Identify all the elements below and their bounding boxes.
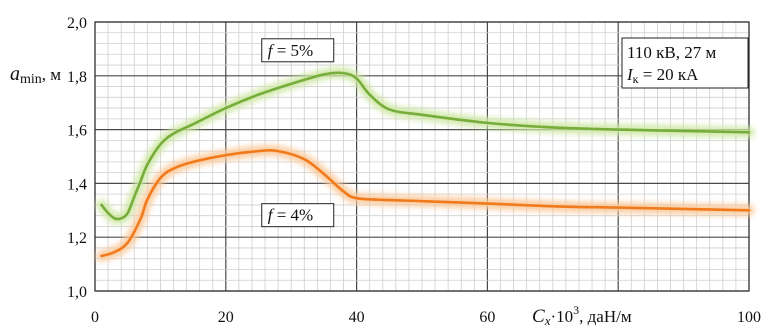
y-tick-label: 1,0	[67, 284, 87, 301]
x-axis-label-bg	[528, 304, 726, 326]
series-line-0	[100, 71, 751, 221]
y-tick-label: 1,4	[67, 176, 87, 193]
x-tick-label: 40	[349, 309, 365, 326]
y-tick-label: 1,2	[67, 230, 87, 247]
series-label-text: f = 4%	[268, 206, 313, 225]
annotations: f = 5% f = 4%	[261, 38, 335, 228]
series-label-frame	[261, 203, 335, 228]
series-label-0: f = 5%	[261, 38, 335, 63]
series-line-1	[100, 149, 751, 258]
y-axis-label: amin, м	[10, 63, 61, 87]
series-label-frame	[261, 38, 335, 63]
x-tick-label: 0	[91, 309, 99, 326]
x-tick-label: 20	[218, 309, 234, 326]
series-label-text: f = 5%	[268, 41, 313, 60]
y-tick-label: 1,8	[67, 69, 87, 86]
y-tick-label: 2,0	[67, 15, 87, 32]
info-box-line-1: 110 кВ, 27 м	[627, 43, 716, 62]
x-tick-label: 100	[737, 309, 761, 326]
series-layer	[96, 67, 755, 262]
series-label-1: f = 4%	[261, 203, 335, 228]
info-box: 110 кВ, 27 м Iк = 20 кА	[621, 37, 749, 89]
plot-frame	[94, 21, 750, 292]
y-tick-label: 1,6	[67, 123, 87, 140]
info-box-line-2: Iк = 20 кА	[626, 65, 699, 86]
series-glow-1	[96, 144, 755, 262]
x-axis-label: Cx·103, даН/м	[532, 303, 632, 327]
info-box-frame	[621, 37, 749, 89]
x-tick-label: 60	[479, 309, 495, 326]
